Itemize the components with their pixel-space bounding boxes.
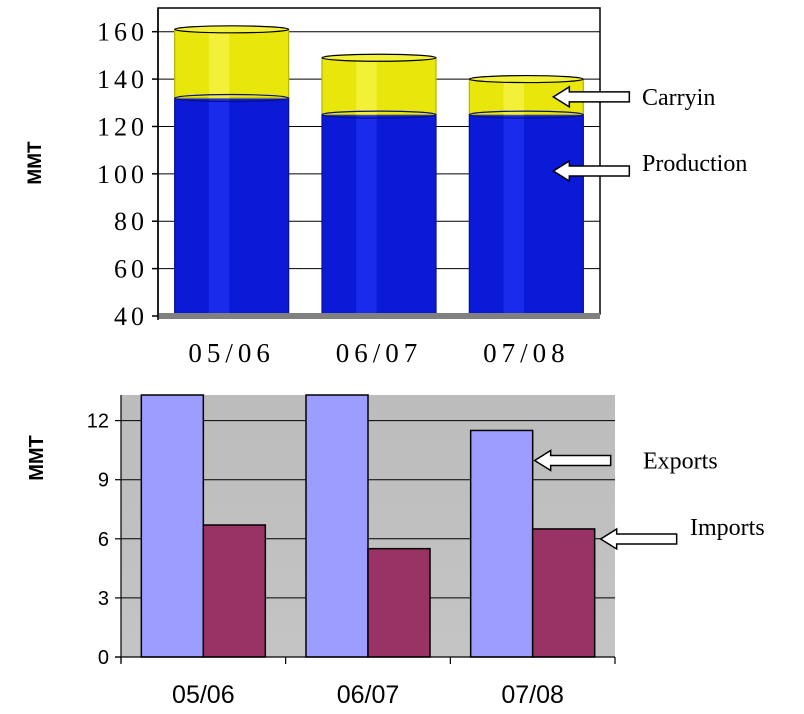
bar-imports [367, 547, 431, 658]
top-y-tick-label: 80 [114, 207, 148, 236]
top-y-ticks: 40 60 80 100 120 140 160 [97, 18, 158, 331]
production-arrow [551, 159, 631, 183]
top-y-tick-label: 40 [114, 302, 148, 331]
bar-carryin [174, 28, 290, 99]
bottom-y-ticks: 0 3 6 9 12 [87, 411, 121, 669]
bar-production-highlight [356, 114, 377, 316]
bar-carryin-highlight [356, 57, 377, 115]
top-x-ticks: 05/06 06/07 07/08 [188, 338, 570, 368]
bar-carryin-highlight [208, 29, 230, 99]
bottom-annotations: Exports Imports [533, 448, 765, 551]
bottom-x-tick-label: 07/08 [501, 681, 564, 709]
bar-top-cap [468, 74, 584, 84]
top-annotations: Carryin Production [551, 85, 747, 183]
bar-imports [202, 524, 267, 658]
top-y-tick-label: 60 [114, 255, 148, 284]
bar-top-cap [321, 53, 437, 62]
bottom-chart: 0 3 6 9 12 05/06 06/07 07/08 MMT Exports Import… [26, 394, 765, 709]
imports-annotation: Imports [690, 515, 765, 541]
top-x-tick-label: 05/06 [188, 338, 275, 368]
exports-arrow [533, 449, 612, 472]
bar-carryin-highlight [503, 79, 525, 115]
top-x-tick-label: 07/08 [483, 338, 570, 368]
bottom-y-tick-label: 12 [87, 411, 109, 433]
top-bars [174, 25, 584, 317]
bar-exports [305, 394, 369, 658]
top-y-tick-label: 160 [97, 18, 148, 47]
top-chart: 40 60 80 100 120 140 160 05/06 06/07 07/08 MMT C… [25, 7, 747, 368]
bar-production [468, 114, 584, 317]
bar-exports [140, 394, 205, 658]
top-y-tick-label: 120 [97, 112, 148, 141]
production-annotation: Production [642, 151, 747, 177]
bar-carryin [321, 57, 437, 116]
bar-production-highlight [503, 114, 525, 316]
top-x-tick-label: 06/07 [336, 338, 423, 368]
top-y-tick-label: 140 [97, 65, 148, 94]
bottom-y-tick-label: 6 [98, 529, 109, 551]
carryin-arrow [551, 85, 631, 109]
bar-imports [531, 528, 596, 658]
exports-annotation: Exports [643, 448, 718, 474]
bottom-y-axis-label: MMT [26, 435, 48, 481]
bar-top-cap [174, 25, 290, 34]
bar-exports [469, 429, 534, 658]
top-floor [158, 313, 600, 319]
bar-production-highlight [208, 98, 230, 317]
bar-production [321, 114, 437, 317]
bottom-y-tick-label: 0 [98, 647, 109, 669]
bar-segment-boundary [174, 93, 290, 103]
bar-segment-boundary [321, 110, 437, 119]
top-y-axis-label: MMT [25, 141, 46, 185]
carryin-annotation: Carryin [642, 85, 715, 111]
bottom-x-tick-label: 06/07 [337, 681, 400, 709]
bar-segment-boundary [468, 110, 584, 119]
bottom-y-tick-label: 3 [98, 588, 109, 610]
bar-production [174, 97, 290, 317]
bottom-bars [140, 394, 596, 658]
top-y-tick-label: 100 [97, 160, 148, 189]
bottom-x-tick-label: 05/06 [172, 681, 235, 709]
bottom-y-tick-label: 9 [98, 470, 109, 492]
imports-arrow [599, 527, 678, 551]
bottom-x-ticks: 05/06 06/07 07/08 [120, 657, 616, 709]
